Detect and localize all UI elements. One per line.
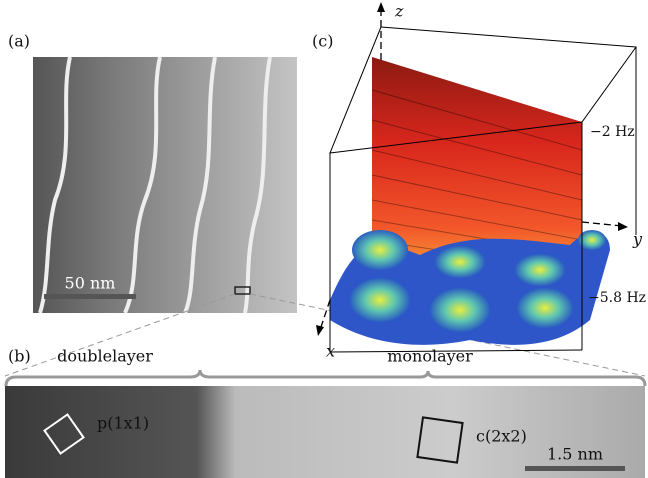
level-label: −2 Hz: [590, 124, 635, 140]
panel-label: (a): [8, 32, 30, 51]
annotation: p(1x1): [97, 414, 149, 433]
arrow: [618, 222, 628, 231]
axis-label: x: [326, 342, 335, 361]
scale-label: 1.5 nm: [547, 445, 603, 464]
scale-bar: [525, 466, 625, 471]
panel-label: (c): [312, 32, 333, 51]
brace: [6, 370, 645, 386]
panel-label: (b): [8, 347, 31, 366]
arrow: [316, 325, 324, 336]
scale-label: 50 nm: [65, 274, 116, 293]
scale-bar: [44, 294, 136, 299]
arrow: [377, 2, 385, 12]
figure: (a) 50 nm (c) z y: [0, 0, 648, 478]
region-label: doublelayer: [57, 347, 153, 366]
axis-label: y: [632, 230, 643, 249]
region-label: monolayer: [387, 347, 473, 366]
level-label: −5.8 Hz: [588, 290, 646, 306]
annotation: c(2x2): [476, 427, 527, 446]
axis-label: z: [394, 2, 404, 21]
